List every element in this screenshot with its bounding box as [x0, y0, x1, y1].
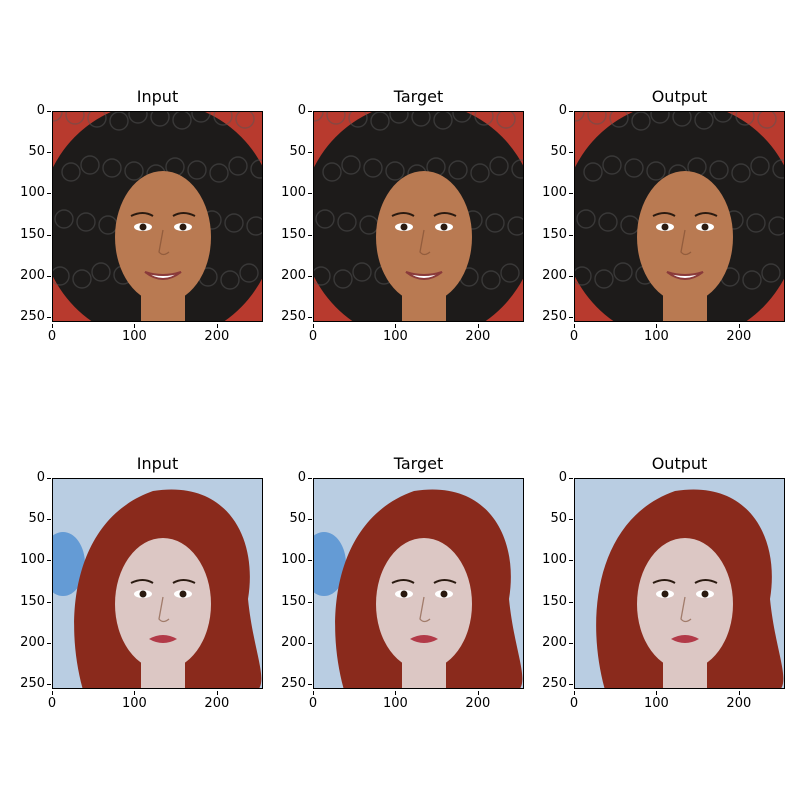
- photo-face-red-hair-input: [52, 478, 263, 689]
- y-tick-label: 100: [537, 553, 573, 567]
- y-tick-label: 50: [537, 145, 573, 159]
- x-tick-label: 200: [719, 324, 759, 344]
- y-tick-label: 150: [15, 594, 51, 609]
- panel-title: Input: [136, 454, 179, 473]
- y-tick-label: 250: [15, 310, 51, 324]
- x-tick-label: 100: [114, 691, 154, 711]
- photo-face-dark-curly-hair-input: [52, 111, 263, 322]
- y-tick-label: 250: [276, 310, 312, 324]
- panel-title: Output: [651, 454, 708, 473]
- x-tick-label: 200: [197, 691, 237, 711]
- photo-face-dark-curly-hair-output: [574, 111, 785, 322]
- x-tick-label: 100: [636, 324, 676, 344]
- y-tick-label: 200: [15, 635, 51, 650]
- y-tick-label: 150: [276, 227, 312, 242]
- y-tick-label: 150: [537, 594, 573, 609]
- x-tick-label: 0: [293, 324, 333, 344]
- y-tick-label: 0: [15, 104, 51, 118]
- y-tick-label: 200: [15, 268, 51, 283]
- x-tick-label: 0: [554, 691, 594, 711]
- face-photo: [575, 112, 784, 321]
- y-tick-label: 0: [537, 104, 573, 118]
- x-tick-label: 200: [458, 324, 498, 344]
- x-tick-label: 200: [458, 691, 498, 711]
- y-tick-label: 0: [537, 471, 573, 485]
- x-tick-label: 0: [554, 324, 594, 344]
- x-tick-label: 100: [375, 691, 415, 711]
- y-tick-label: 0: [15, 471, 51, 485]
- x-tick-label: 100: [375, 324, 415, 344]
- y-tick-label: 50: [537, 512, 573, 526]
- y-tick-label: 100: [537, 186, 573, 200]
- face-photo: [53, 112, 262, 321]
- y-tick-label: 100: [15, 186, 51, 200]
- face-photo: [575, 479, 784, 688]
- y-tick-label: 100: [15, 553, 51, 567]
- x-tick-label: 200: [197, 324, 237, 344]
- y-tick-label: 50: [276, 512, 312, 526]
- panel-title: Target: [393, 87, 444, 106]
- x-tick-label: 200: [719, 691, 759, 711]
- y-tick-label: 250: [537, 310, 573, 324]
- y-tick-label: 200: [276, 268, 312, 283]
- y-tick-label: 100: [276, 553, 312, 567]
- y-tick-label: 50: [15, 512, 51, 526]
- x-tick-label: 100: [636, 691, 676, 711]
- y-tick-label: 200: [276, 635, 312, 650]
- y-tick-label: 0: [276, 471, 312, 485]
- y-tick-label: 50: [15, 145, 51, 159]
- y-tick-label: 150: [276, 594, 312, 609]
- y-tick-label: 200: [537, 635, 573, 650]
- y-tick-label: 0: [276, 104, 312, 118]
- panel-title: Target: [393, 454, 444, 473]
- photo-face-red-hair-output: [574, 478, 785, 689]
- y-tick-label: 50: [276, 145, 312, 159]
- y-tick-label: 150: [537, 227, 573, 242]
- y-tick-label: 250: [537, 677, 573, 691]
- y-tick-label: 100: [276, 186, 312, 200]
- x-tick-label: 0: [32, 691, 72, 711]
- photo-face-red-hair-target: [313, 478, 524, 689]
- y-tick-label: 200: [537, 268, 573, 283]
- panel-title: Output: [651, 87, 708, 106]
- x-tick-label: 0: [293, 691, 333, 711]
- face-photo: [314, 479, 523, 688]
- x-tick-label: 100: [114, 324, 154, 344]
- y-tick-label: 250: [276, 677, 312, 691]
- y-tick-label: 150: [15, 227, 51, 242]
- face-photo: [53, 479, 262, 688]
- face-photo: [314, 112, 523, 321]
- y-tick-label: 250: [15, 677, 51, 691]
- panel-title: Input: [136, 87, 179, 106]
- x-tick-label: 0: [32, 324, 72, 344]
- photo-face-dark-curly-hair-target: [313, 111, 524, 322]
